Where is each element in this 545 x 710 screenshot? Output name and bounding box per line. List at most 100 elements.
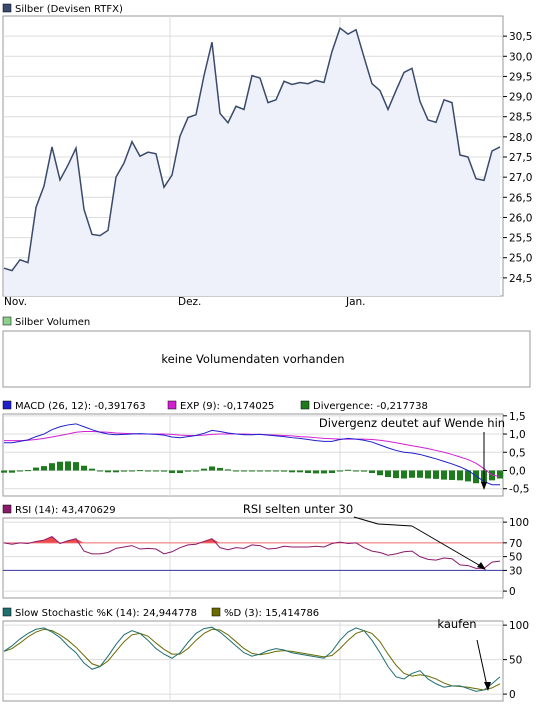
divergence-bar-28 (225, 469, 231, 471)
price-x-ticks: Nov. Dez. Jan. (4, 296, 366, 308)
divergence-bar-0 (1, 470, 7, 473)
price-ytick-label-11: 30,0 (509, 51, 532, 63)
rsi-legend-swatch (2, 504, 12, 514)
divergence-bar-34 (273, 470, 279, 472)
divergence-bar-52 (417, 470, 423, 478)
price-ytick-label-7: 28,0 (509, 132, 532, 144)
price-legend-label: Silber (Devisen RTFX) (15, 4, 123, 15)
price-ytick-label-12: 30,5 (509, 31, 532, 43)
stoch-k-legend-swatch (2, 607, 12, 617)
divergence-bar-14 (113, 470, 119, 473)
divergence-bar-20 (161, 470, 167, 472)
macd-ytick-label-0: -0,5 (509, 484, 530, 496)
divergence-bar-30 (241, 470, 247, 472)
rsi-annotation: RSI selten unter 30 (243, 502, 353, 516)
divergence-bar-15 (121, 470, 127, 472)
divergence-bar-35 (281, 470, 287, 472)
price-xtick-label-1: Dez. (178, 296, 201, 308)
price-legend-swatch (2, 3, 12, 13)
rsi-legend-label: RSI (14): 43,470629 (15, 505, 116, 516)
divergence-bar-62 (497, 470, 503, 479)
divergence-bar-57 (457, 470, 463, 481)
divergence-bar-44 (353, 470, 359, 472)
divergence-bar-39 (313, 470, 319, 474)
divergence-bar-50 (401, 470, 407, 479)
stoch-d-legend-label: %D (3): 15,414786 (224, 608, 319, 619)
price-ytick-label-0: 24,5 (509, 273, 532, 285)
price-ytick-label-5: 27,0 (509, 172, 532, 184)
stoch-annotation: kaufen (437, 617, 476, 631)
stoch-k-legend-label: Slow Stochastic %K (14): 24,944778 (15, 608, 197, 619)
divergence-bar-54 (433, 470, 439, 479)
price-ytick-label-3: 26,0 (509, 212, 532, 224)
divergence-bar-11 (89, 468, 95, 471)
rsi-ytick-label-4: 100 (509, 517, 529, 529)
divergence-bar-24 (193, 470, 199, 472)
divergence-bar-8 (65, 461, 71, 471)
price-ytick-label-2: 25,5 (509, 233, 532, 245)
divergence-bar-29 (233, 470, 239, 472)
divergence-bar-59 (473, 470, 479, 484)
divergence-bar-33 (265, 470, 271, 472)
divergence-bar-45 (361, 470, 367, 472)
price-ytick-label-6: 27,5 (509, 152, 532, 164)
macd-ytick-label-1: 0,0 (509, 465, 526, 477)
divergence-bar-31 (249, 470, 255, 472)
divergence-bar-38 (305, 470, 311, 474)
divergence-bar-2 (17, 470, 23, 472)
macd-legend-swatch (2, 400, 12, 410)
rsi-plot-frame (2, 517, 504, 599)
divergence-bar-36 (289, 470, 295, 473)
divergence-bar-26 (209, 466, 215, 471)
price-xtick-label-0: Nov. (4, 296, 27, 308)
price-ytick-label-1: 25,0 (509, 253, 532, 265)
divergence-bar-48 (385, 470, 391, 478)
divergence-bar-40 (321, 470, 327, 474)
stoch-annotation-arrow (476, 639, 488, 687)
divergence-bar-47 (377, 470, 383, 476)
divergence-bars (1, 461, 503, 484)
divergence-bar-37 (297, 470, 303, 473)
divergence-bar-6 (49, 463, 55, 471)
divergence-bar-5 (41, 466, 47, 471)
price-ytick-label-4: 26,5 (509, 192, 532, 204)
divergence-bar-58 (465, 470, 471, 482)
exp-legend-swatch (167, 400, 177, 410)
macd-panel: MACD (26, 12): -0,391763 EXP (9): -0,174… (1, 400, 530, 497)
price-ytick-label-8: 28,5 (509, 112, 532, 124)
volume-legend-label: Silber Volumen (15, 317, 90, 328)
macd-ytick-label-4: 1,5 (509, 411, 526, 423)
macd-annotation: Divergenz deutet auf Wende hin (319, 416, 505, 430)
divergence-bar-10 (81, 465, 87, 471)
divergence-bar-27 (217, 467, 223, 471)
divergence-bar-25 (201, 468, 207, 471)
divergence-bar-9 (73, 462, 79, 471)
divergence-bar-17 (137, 470, 143, 472)
divergence-bar-32 (257, 470, 263, 472)
rsi-overbought-fill (4, 536, 500, 543)
macd-line (4, 423, 500, 486)
divergence-bar-51 (409, 470, 415, 478)
volume-plot-frame (2, 330, 531, 388)
stoch-d-legend-swatch (211, 607, 221, 617)
price-xtick-label-2: Jan. (345, 296, 366, 308)
macd-y-ticks: -0,5 0,0 0,5 1,0 1,5 (503, 411, 530, 496)
stoch-ytick-label-2: 100 (509, 620, 529, 632)
rsi-annotation-arrowhead (477, 562, 486, 570)
rsi-annotation-arrow-b (377, 523, 413, 527)
macd-ytick-label-2: 0,5 (509, 447, 526, 459)
stoch-plot-frame (2, 620, 504, 702)
stoch-grid (3, 621, 503, 701)
divergence-legend-label: Divergence: -0,217738 (313, 401, 428, 412)
divergence-bar-42 (337, 470, 343, 472)
rsi-ytick-label-1: 30 (509, 565, 522, 577)
price-ytick-label-9: 29,0 (509, 92, 532, 104)
divergence-bar-3 (25, 470, 31, 472)
stoch-annotation-arrowhead (484, 682, 491, 691)
divergence-bar-43 (345, 469, 351, 471)
divergence-bar-23 (185, 470, 191, 472)
